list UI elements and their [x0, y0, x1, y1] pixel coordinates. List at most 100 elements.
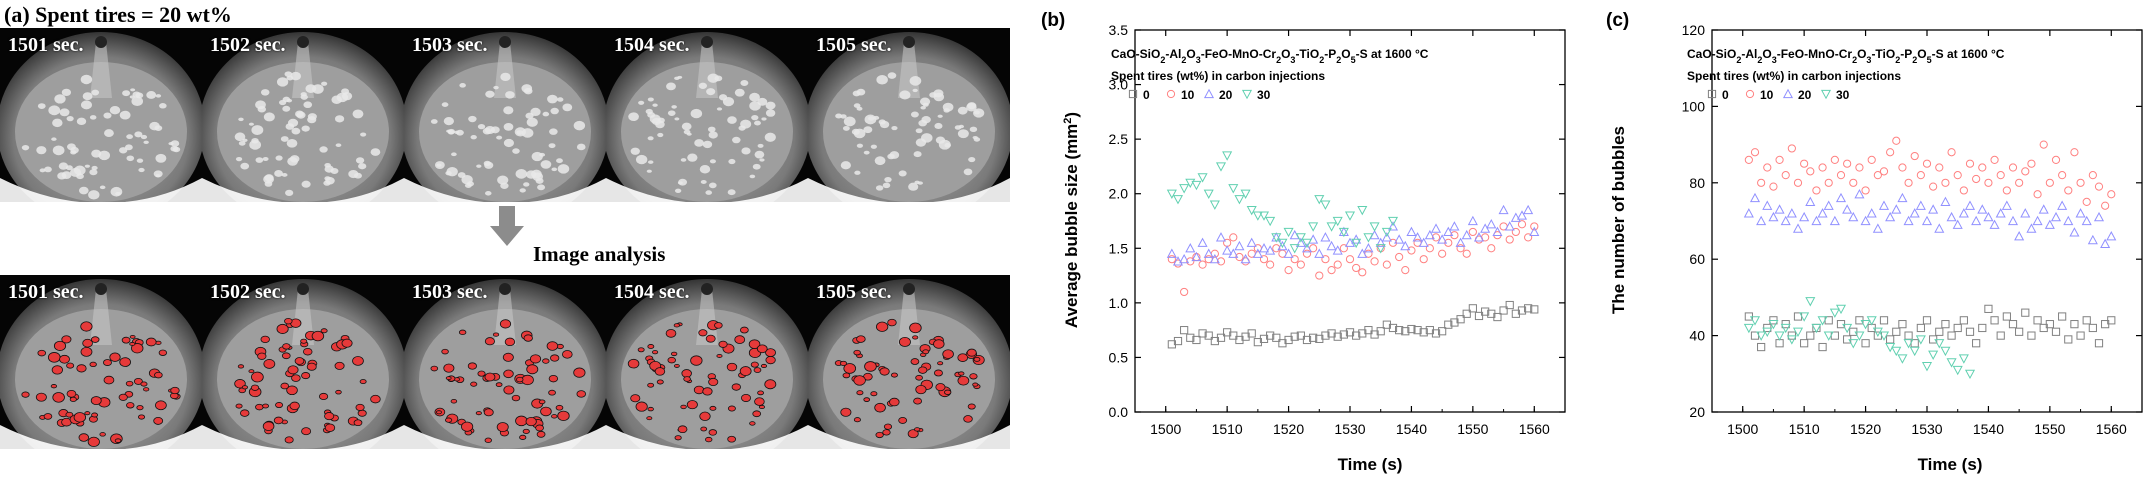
data-point-series-0 — [2094, 339, 2104, 348]
data-point-series-30 — [1866, 316, 1877, 326]
data-point-series-30 — [1344, 211, 1356, 221]
legend-marker — [1203, 88, 1215, 99]
data-point-series-10 — [1781, 171, 1790, 180]
data-point-series-10 — [2058, 171, 2067, 180]
data-point-series-30 — [1780, 323, 1791, 334]
x-tick-label: 1520 — [1850, 421, 1881, 437]
data-point-series-20 — [1203, 248, 1214, 258]
data-point-series-0 — [1474, 311, 1484, 321]
data-point-series-20 — [1516, 210, 1528, 220]
data-point-series-30 — [1829, 308, 1840, 318]
data-point-series-10 — [1830, 155, 1839, 164]
data-point-series-10 — [1953, 171, 1962, 180]
legend-label: 10 — [1181, 88, 1195, 102]
data-point-series-10 — [1886, 148, 1895, 157]
data-point-series-30 — [1774, 331, 1785, 341]
data-point-series-30 — [1338, 227, 1349, 238]
x-axis-label: Time (s) — [1918, 455, 1983, 474]
data-point-series-0 — [1493, 312, 1502, 322]
data-point-series-20 — [1191, 251, 1202, 262]
data-point-series-20 — [2020, 208, 2031, 218]
data-point-series-20 — [2038, 204, 2049, 214]
data-point-series-20 — [1277, 240, 1288, 251]
data-point-series-30 — [1252, 211, 1263, 221]
y-tick-label: 0.5 — [1109, 349, 1129, 365]
data-point-series-0 — [1339, 330, 1348, 339]
data-point-series-10 — [1167, 255, 1176, 264]
legend-marker — [1707, 89, 1717, 99]
raw-frame: 1505 sec. — [808, 28, 1010, 202]
data-point-series-10 — [1524, 233, 1533, 242]
data-point-series-30 — [1903, 339, 1914, 349]
data-point-series-10 — [2082, 197, 2091, 206]
data-point-series-0 — [1800, 339, 1809, 348]
legend-title: Spent tires (wt%) in carbon injections — [1687, 69, 1901, 83]
data-point-series-20 — [1909, 208, 1920, 218]
data-point-series-0 — [2027, 331, 2036, 340]
data-point-series-20 — [2057, 200, 2068, 210]
frame-time-label: 1502 sec. — [210, 281, 286, 303]
data-point-series-0 — [1530, 305, 1539, 314]
frame-time-label: 1502 sec. — [210, 34, 286, 56]
data-point-series-10 — [1505, 235, 1514, 244]
data-point-series-10 — [1321, 255, 1330, 264]
data-point-series-20 — [1381, 232, 1392, 242]
data-point-series-0 — [1272, 333, 1281, 342]
data-point-series-0 — [1247, 329, 1256, 338]
data-point-series-0 — [1352, 331, 1361, 340]
data-point-series-10 — [1855, 163, 1864, 172]
data-point-series-20 — [1749, 192, 1761, 203]
data-point-series-20 — [1983, 211, 1994, 222]
data-point-series-10 — [1511, 227, 1520, 237]
data-point-series-0 — [1186, 333, 1195, 342]
data-point-series-20 — [1326, 240, 1337, 251]
data-point-series-10 — [1941, 178, 1950, 187]
data-point-series-30 — [1891, 346, 1902, 357]
data-point-series-30 — [1289, 244, 1300, 254]
data-point-series-10 — [1750, 148, 1760, 157]
data-point-series-0 — [1419, 328, 1428, 337]
data-point-series-10 — [1259, 255, 1269, 264]
data-point-series-10 — [1744, 155, 1753, 164]
data-point-series-0 — [1922, 316, 1932, 325]
data-point-series-30 — [1921, 362, 1933, 372]
data-point-series-0 — [1401, 327, 1410, 336]
data-point-series-20 — [1756, 215, 1767, 226]
data-point-series-20 — [1467, 215, 1478, 226]
x-tick-label: 1500 — [1727, 421, 1758, 437]
data-point-series-30 — [1283, 227, 1294, 238]
y-tick-label: 120 — [1682, 22, 1706, 38]
data-point-series-20 — [1455, 237, 1466, 247]
data-point-series-30 — [1179, 184, 1190, 194]
data-point-series-0 — [1984, 304, 1993, 313]
data-point-series-30 — [1749, 316, 1761, 326]
analyzed-frame: 1501 sec. — [0, 275, 202, 449]
data-point-series-10 — [1296, 260, 1305, 269]
data-point-series-20 — [1240, 253, 1251, 264]
data-point-series-20 — [2050, 211, 2062, 222]
data-point-series-20 — [1209, 253, 1220, 264]
data-point-series-20 — [1179, 253, 1190, 264]
data-point-series-20 — [1228, 248, 1239, 258]
data-point-series-0 — [1229, 331, 1238, 340]
data-point-series-20 — [1412, 232, 1423, 242]
data-point-series-0 — [1861, 339, 1870, 348]
raw-frame: 1504 sec. — [606, 28, 808, 202]
data-point-series-10 — [1272, 244, 1281, 253]
frame-time-label: 1504 sec. — [614, 281, 690, 303]
data-point-series-10 — [1407, 246, 1416, 255]
data-point-series-10 — [1339, 244, 1348, 253]
data-point-series-0 — [1333, 332, 1342, 341]
data-point-series-20 — [1915, 200, 1926, 210]
data-point-series-30 — [1258, 211, 1270, 221]
data-point-series-30 — [1357, 205, 1368, 216]
data-point-series-20 — [1400, 240, 1411, 251]
data-point-series-0 — [1192, 335, 1201, 345]
legend-label: 30 — [1257, 88, 1271, 102]
data-point-series-10 — [2051, 155, 2061, 164]
analyzed-frame: 1502 sec. — [202, 275, 404, 449]
frame-time-label: 1503 sec. — [412, 281, 488, 303]
data-point-series-20 — [1529, 226, 1540, 237]
data-point-series-20 — [1344, 237, 1356, 247]
data-point-series-10 — [1229, 233, 1238, 242]
